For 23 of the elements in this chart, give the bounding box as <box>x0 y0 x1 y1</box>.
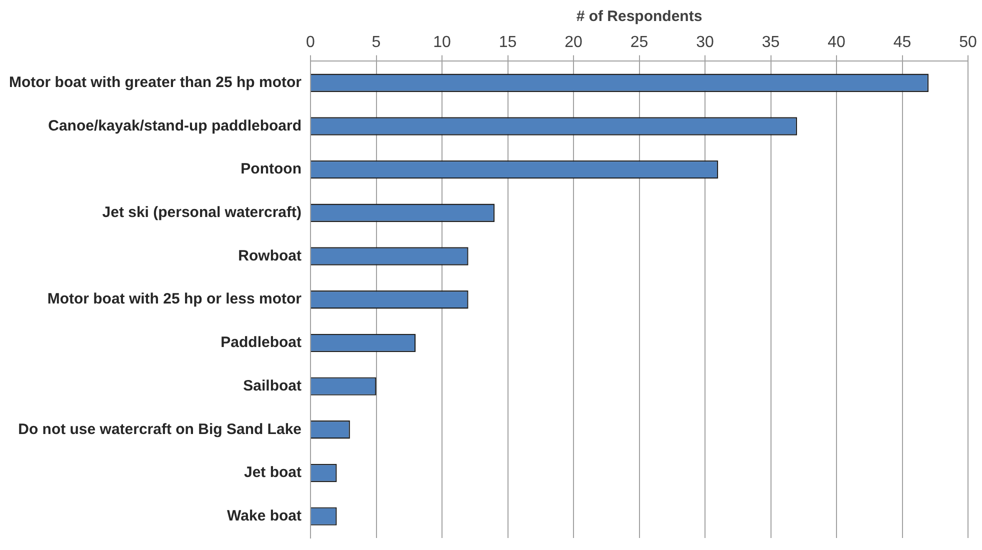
x-axis-title: # of Respondents <box>576 8 702 26</box>
y-tick-label: Motor boat with greater than 25 hp motor <box>8 74 302 92</box>
x-tick-label: 10 <box>433 34 452 52</box>
x-tick-label: 25 <box>630 34 648 52</box>
y-tick-label: Pontoon <box>240 160 302 178</box>
x-tick-label: 40 <box>828 34 846 52</box>
y-tick-label: Motor boat with 25 hp or less motor <box>47 290 302 308</box>
y-tick-label: Wake boat <box>227 507 302 524</box>
x-tick-label: 35 <box>762 34 780 52</box>
y-tick-label: Canoe/kayak/stand-up paddleboard <box>48 117 302 134</box>
x-tick-label: 0 <box>306 34 316 52</box>
y-tick-label: Jet boat <box>244 464 302 482</box>
y-tick-label: Rowboat <box>238 247 302 264</box>
x-tick-label: 5 <box>372 34 381 52</box>
y-tick-label: Sailboat <box>243 377 302 394</box>
x-tick-label: 30 <box>696 34 714 52</box>
y-tick-label: Paddleboat <box>220 334 302 352</box>
x-tick-label: 50 <box>959 34 977 52</box>
y-tick-label: Do not use watercraft on Big Sand Lake <box>18 420 302 438</box>
x-tick-label: 20 <box>564 34 583 52</box>
x-tick-label: 45 <box>893 34 912 52</box>
y-tick-label: Jet ski (personal watercraft) <box>102 204 302 222</box>
x-tick-label: 15 <box>498 34 517 52</box>
